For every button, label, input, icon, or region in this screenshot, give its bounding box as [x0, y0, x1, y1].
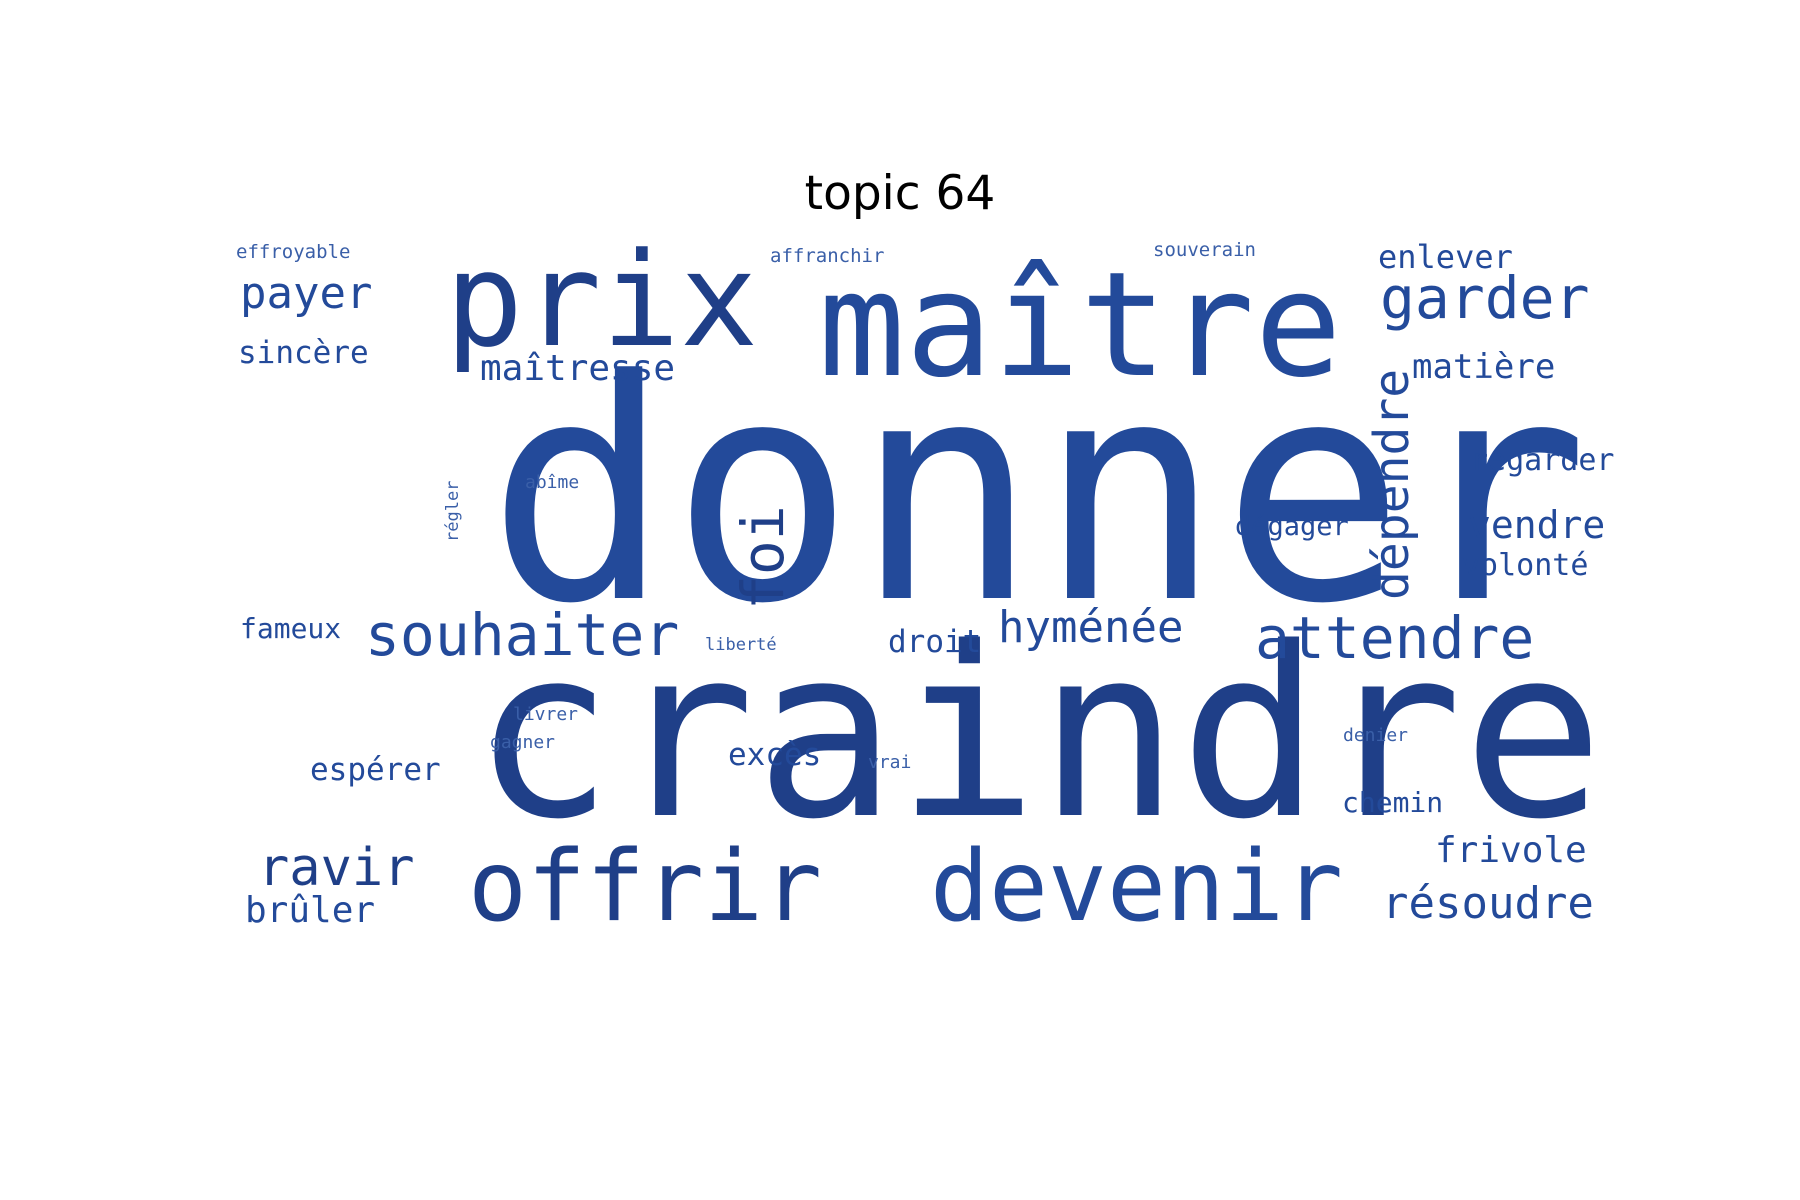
cloud-word-offrir: offrir — [468, 830, 822, 944]
cloud-word-bruler: brûler — [245, 890, 375, 931]
cloud-word-abime: abîme — [525, 472, 579, 493]
cloud-word-attendre: attendre — [1255, 604, 1534, 672]
cloud-word-prix: prix — [445, 224, 758, 376]
cloud-word-souverain: souverain — [1153, 239, 1256, 261]
cloud-word-vendre: vendre — [1468, 503, 1605, 547]
cloud-word-affranchir: affranchir — [770, 245, 884, 267]
cloud-word-degager: dégager — [1235, 511, 1349, 542]
cloud-word-maitresse: maîtresse — [480, 348, 675, 389]
cloud-word-enlever: enlever — [1378, 238, 1513, 276]
cloud-word-donner: donner — [487, 315, 1589, 670]
cloud-word-exces: excès — [728, 737, 821, 773]
cloud-word-volonte: volonté — [1462, 548, 1588, 583]
cloud-word-payer: payer — [240, 268, 372, 319]
cloud-word-dependre: dépendre — [1364, 369, 1420, 600]
cloud-word-esperer: espérer — [310, 752, 441, 788]
cloud-word-garder: garder — [1380, 264, 1590, 332]
cloud-word-sincere: sincère — [238, 335, 369, 371]
cloud-word-hymenee: hyménée — [998, 602, 1183, 653]
cloud-word-regarder: regarder — [1470, 443, 1615, 478]
cloud-word-ravir: ravir — [258, 838, 415, 898]
cloud-word-craindre: craindre — [472, 598, 1604, 871]
cloud-word-droit: droit — [888, 624, 981, 660]
cloud-word-regler: régler — [443, 481, 463, 542]
cloud-word-fameux: fameux — [240, 612, 341, 645]
cloud-word-resoudre: résoudre — [1382, 878, 1594, 929]
cloud-word-matiere: matière — [1412, 347, 1555, 387]
cloud-word-liberte: liberté — [705, 635, 777, 655]
cloud-word-foi: foi — [729, 505, 797, 610]
cloud-word-maitre: maître — [818, 241, 1342, 410]
cloud-word-frivole: frivole — [1435, 830, 1587, 871]
chart-title: topic 64 — [804, 166, 996, 221]
cloud-word-devenir: devenir — [930, 830, 1343, 944]
cloud-word-vrai: vrai — [868, 752, 911, 773]
cloud-word-denier: denier — [1343, 725, 1408, 746]
cloud-word-gagner: gagner — [490, 732, 555, 753]
cloud-word-souhaiter: souhaiter — [365, 601, 679, 669]
cloud-word-chemin: chemin — [1342, 786, 1443, 819]
cloud-word-livrer: livrer — [513, 704, 578, 725]
cloud-word-effroyable: effroyable — [236, 241, 350, 263]
